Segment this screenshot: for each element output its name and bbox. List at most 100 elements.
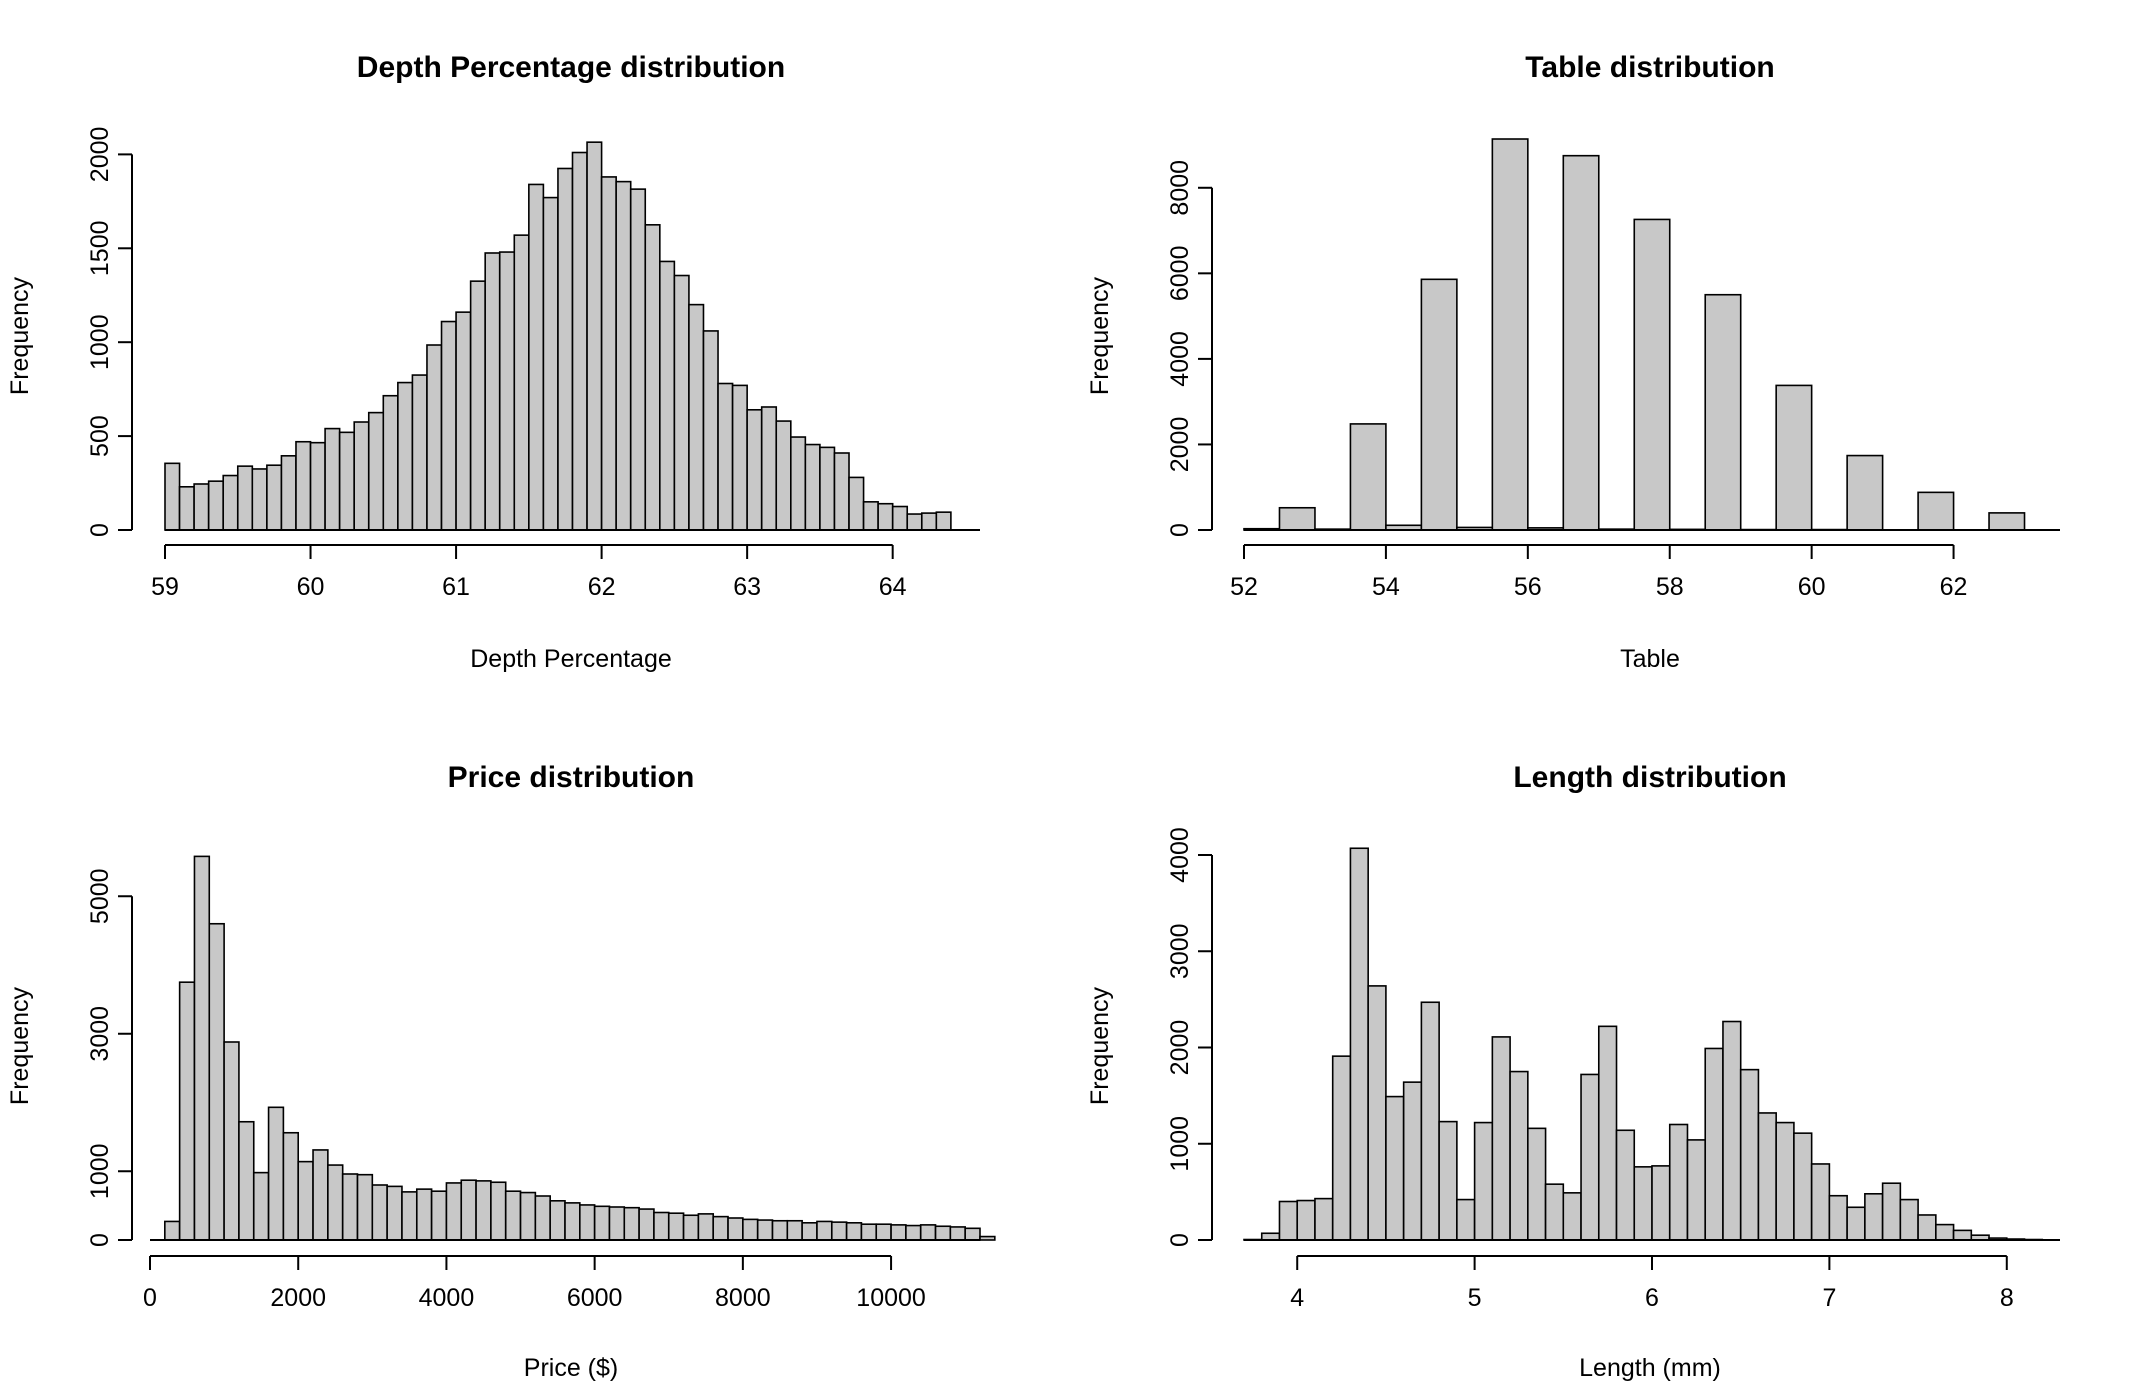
histogram-bar — [1296, 1199, 1316, 1241]
x-tick-label: 64 — [879, 573, 907, 601]
histogram-bar — [251, 468, 268, 531]
histogram-bar — [845, 1222, 863, 1241]
x-tick-label: 5 — [1468, 1284, 1482, 1312]
histogram-bars — [164, 855, 996, 1241]
histogram-bar — [1349, 423, 1387, 531]
x-tick-label: 60 — [1798, 573, 1826, 601]
histogram-bar — [411, 374, 428, 531]
histogram-bar — [1810, 1163, 1831, 1241]
axes: 0 2000 4000 6000 8000 10000 0 1000 3000 5000 — [86, 868, 980, 1312]
histogram-bar — [934, 1225, 952, 1241]
x-tick-label: 8 — [2000, 1284, 2014, 1312]
histogram-bar — [382, 394, 399, 531]
histogram-bar — [688, 303, 705, 531]
chart-title: Table distribution — [1525, 51, 1774, 84]
histogram-bar — [266, 464, 283, 531]
chart-title: Length distribution — [1513, 761, 1786, 794]
y-tick-label: 5000 — [86, 868, 114, 924]
histogram-bar — [712, 1215, 729, 1241]
histogram-bar — [1597, 1025, 1618, 1241]
histogram-bar — [415, 1188, 433, 1241]
length-histogram: Length distribution Length (mm) Frequenc… — [1086, 761, 2060, 1382]
histogram-bar — [498, 251, 516, 531]
x-axis-label: Depth Percentage — [470, 645, 672, 673]
histogram-bar — [667, 1212, 685, 1241]
y-tick-label: 0 — [86, 1233, 114, 1247]
histogram-bar — [401, 1191, 418, 1241]
x-tick-label: 59 — [151, 573, 179, 601]
y-tick-label: 8000 — [1166, 160, 1194, 216]
histogram-bar — [193, 483, 210, 531]
histogram-bar — [208, 922, 225, 1241]
y-tick-label: 6000 — [1166, 246, 1194, 302]
histogram-bar — [979, 1235, 996, 1241]
y-axis-label: Frequency — [1086, 986, 1114, 1105]
histogram-bar — [164, 1220, 181, 1241]
y-tick-label: 0 — [86, 523, 114, 537]
histogram-bar — [338, 431, 355, 531]
histogram-bar — [1757, 1112, 1777, 1241]
histogram-bar — [549, 1200, 566, 1241]
histogram-bar — [875, 1223, 892, 1241]
histogram-bar — [1278, 506, 1316, 531]
histogram-bar — [593, 1205, 611, 1241]
x-tick-label: 61 — [442, 573, 470, 601]
histogram-bar — [935, 511, 952, 531]
histogram-bar — [1899, 1198, 1919, 1241]
histogram-bar — [906, 513, 923, 531]
histogram-bar — [629, 188, 647, 531]
histogram-bar — [579, 1204, 596, 1241]
histogram-bar — [223, 1041, 240, 1241]
x-tick-label: 2000 — [270, 1284, 326, 1312]
y-tick-label: 0 — [1166, 523, 1194, 537]
depth-percentage-histogram: Depth Percentage distribution Depth Perc… — [6, 51, 980, 673]
histogram-bar — [324, 427, 341, 531]
histogram-bar — [623, 1206, 640, 1241]
x-tick-label: 54 — [1372, 573, 1400, 601]
histogram-bar — [1349, 847, 1369, 1241]
histogram-bar — [164, 462, 181, 531]
histogram-bar — [1793, 1132, 1813, 1241]
x-tick-label: 63 — [733, 573, 761, 601]
x-tick-label: 4 — [1290, 1284, 1304, 1312]
histogram-bar — [309, 441, 326, 531]
histogram-bar — [746, 408, 763, 531]
histogram-bar — [1438, 1120, 1458, 1241]
histogram-bar — [542, 196, 559, 531]
histogram-bar — [1775, 1121, 1795, 1241]
y-tick-label: 1500 — [86, 220, 114, 276]
histogram-bar — [1846, 1206, 1866, 1241]
y-tick-label: 1000 — [86, 1143, 114, 1199]
histogram-bar — [659, 260, 676, 531]
y-tick-label: 0 — [1166, 1233, 1194, 1247]
histogram-bar — [600, 176, 617, 531]
histogram-bar — [789, 436, 807, 531]
histogram-bar — [833, 452, 850, 531]
histogram-bar — [1491, 1036, 1511, 1241]
histogram-bar — [1988, 512, 2026, 531]
histogram-bar — [1704, 1047, 1724, 1241]
histogram-bar — [848, 476, 865, 531]
histogram-bar — [1881, 1182, 1902, 1241]
histogram-bar — [1775, 384, 1813, 531]
histogram-bar — [564, 1202, 581, 1241]
histogram-bar — [534, 1195, 551, 1241]
y-tick-label: 4000 — [1166, 331, 1194, 387]
axes: 59 60 61 62 63 64 0 500 1000 1500 2000 — [86, 127, 980, 601]
chart-title: Price distribution — [448, 761, 695, 794]
histogram-bar — [786, 1219, 803, 1241]
histogram-bar — [1544, 1183, 1565, 1241]
histogram-bar — [528, 183, 545, 531]
histogram-bar — [460, 1179, 477, 1241]
histogram-bar — [1420, 1001, 1440, 1241]
histogram-bar — [1828, 1194, 1848, 1241]
histogram-bar — [877, 502, 894, 531]
histogram-bar — [731, 384, 748, 531]
histogram-bar — [644, 224, 661, 531]
histogram-bar — [222, 474, 239, 531]
histogram-bar — [727, 1217, 744, 1241]
histogram-bar — [267, 1106, 285, 1241]
histogram-bar — [682, 1214, 700, 1241]
histogram-bar — [1864, 1193, 1884, 1241]
histogram-bar — [513, 234, 530, 531]
